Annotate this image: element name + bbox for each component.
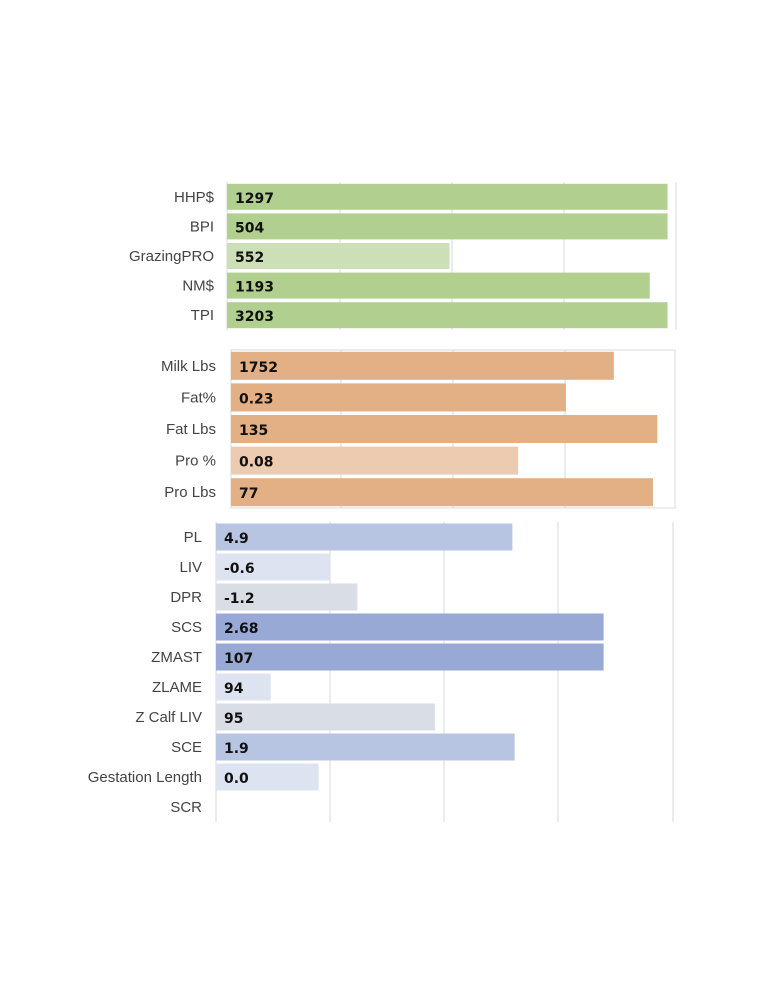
category-label: Pro Lbs bbox=[164, 484, 216, 501]
category-label: NM$ bbox=[182, 278, 214, 295]
bar-tpi bbox=[227, 302, 668, 329]
value-label: 94 bbox=[224, 681, 244, 697]
value-label: 107 bbox=[224, 651, 253, 667]
value-label: 95 bbox=[224, 711, 243, 727]
pl-panel: PL 4.9 LIV -0.6 DPR -1.2 SCS 2.68 ZMAST 107 ZLAME 9… bbox=[88, 522, 674, 822]
bar-fat-lbs bbox=[231, 415, 658, 443]
category-label: Milk Lbs bbox=[161, 358, 216, 375]
bar-z-calf-liv bbox=[216, 703, 435, 731]
bar-scs bbox=[216, 613, 604, 641]
category-label: TPI bbox=[191, 307, 214, 324]
bar-hhp- bbox=[227, 183, 668, 210]
bar-fat- bbox=[231, 383, 566, 412]
category-label: SCR bbox=[170, 799, 202, 816]
value-label: 1297 bbox=[235, 191, 274, 207]
bar-zmast bbox=[216, 643, 604, 671]
value-label: 1752 bbox=[239, 360, 278, 376]
bar-dpr bbox=[216, 583, 358, 611]
bar-nm- bbox=[227, 272, 650, 299]
category-label: Fat% bbox=[181, 389, 216, 406]
value-label: 0.23 bbox=[239, 391, 274, 407]
category-label: LIV bbox=[179, 559, 202, 576]
category-label: Pro % bbox=[175, 453, 216, 470]
value-label: 552 bbox=[235, 250, 264, 266]
bar-pro- bbox=[231, 446, 519, 475]
category-label: PL bbox=[184, 529, 202, 546]
category-label: GrazingPRO bbox=[129, 248, 214, 265]
category-label: ZLAME bbox=[152, 679, 202, 696]
bar-liv bbox=[216, 553, 330, 581]
category-label: Fat Lbs bbox=[166, 421, 216, 438]
value-label: 4.9 bbox=[224, 531, 249, 547]
bar-bpi bbox=[227, 213, 668, 240]
value-label: 1193 bbox=[235, 280, 274, 296]
bar-gestation-length bbox=[216, 763, 319, 791]
value-label: 135 bbox=[239, 423, 268, 439]
category-label: DPR bbox=[170, 589, 202, 606]
category-label: Z Calf LIV bbox=[135, 709, 202, 726]
value-label: 0.0 bbox=[224, 771, 249, 787]
category-label: SCE bbox=[171, 739, 202, 756]
bar-sce bbox=[216, 733, 515, 761]
value-label: -1.2 bbox=[224, 591, 255, 607]
value-label: 0.08 bbox=[239, 455, 274, 471]
bar-zlame bbox=[216, 673, 271, 701]
value-label: 3203 bbox=[235, 309, 274, 325]
category-label: Gestation Length bbox=[88, 769, 202, 786]
category-label: SCS bbox=[171, 619, 202, 636]
category-label: HHP$ bbox=[174, 189, 215, 206]
category-label: BPI bbox=[190, 218, 214, 235]
value-label: 504 bbox=[235, 220, 264, 236]
bar-pl bbox=[216, 523, 513, 551]
bar-pro-lbs bbox=[231, 478, 653, 507]
bar-grazingpro bbox=[227, 243, 450, 269]
value-label: 77 bbox=[239, 486, 258, 502]
value-label: 1.9 bbox=[224, 741, 249, 757]
milk-panel: Milk Lbs 1752 Fat% 0.23 Fat Lbs 135 Pro % 0.08 P… bbox=[161, 349, 676, 509]
hhp-panel: HHP$ 1297 BPI 504 GrazingPRO 552 NM$ 1193 TPI 320… bbox=[129, 182, 677, 330]
value-label: -0.6 bbox=[224, 561, 255, 577]
category-label: ZMAST bbox=[151, 649, 202, 666]
value-label: 2.68 bbox=[224, 621, 259, 637]
bar-milk-lbs bbox=[231, 351, 614, 380]
